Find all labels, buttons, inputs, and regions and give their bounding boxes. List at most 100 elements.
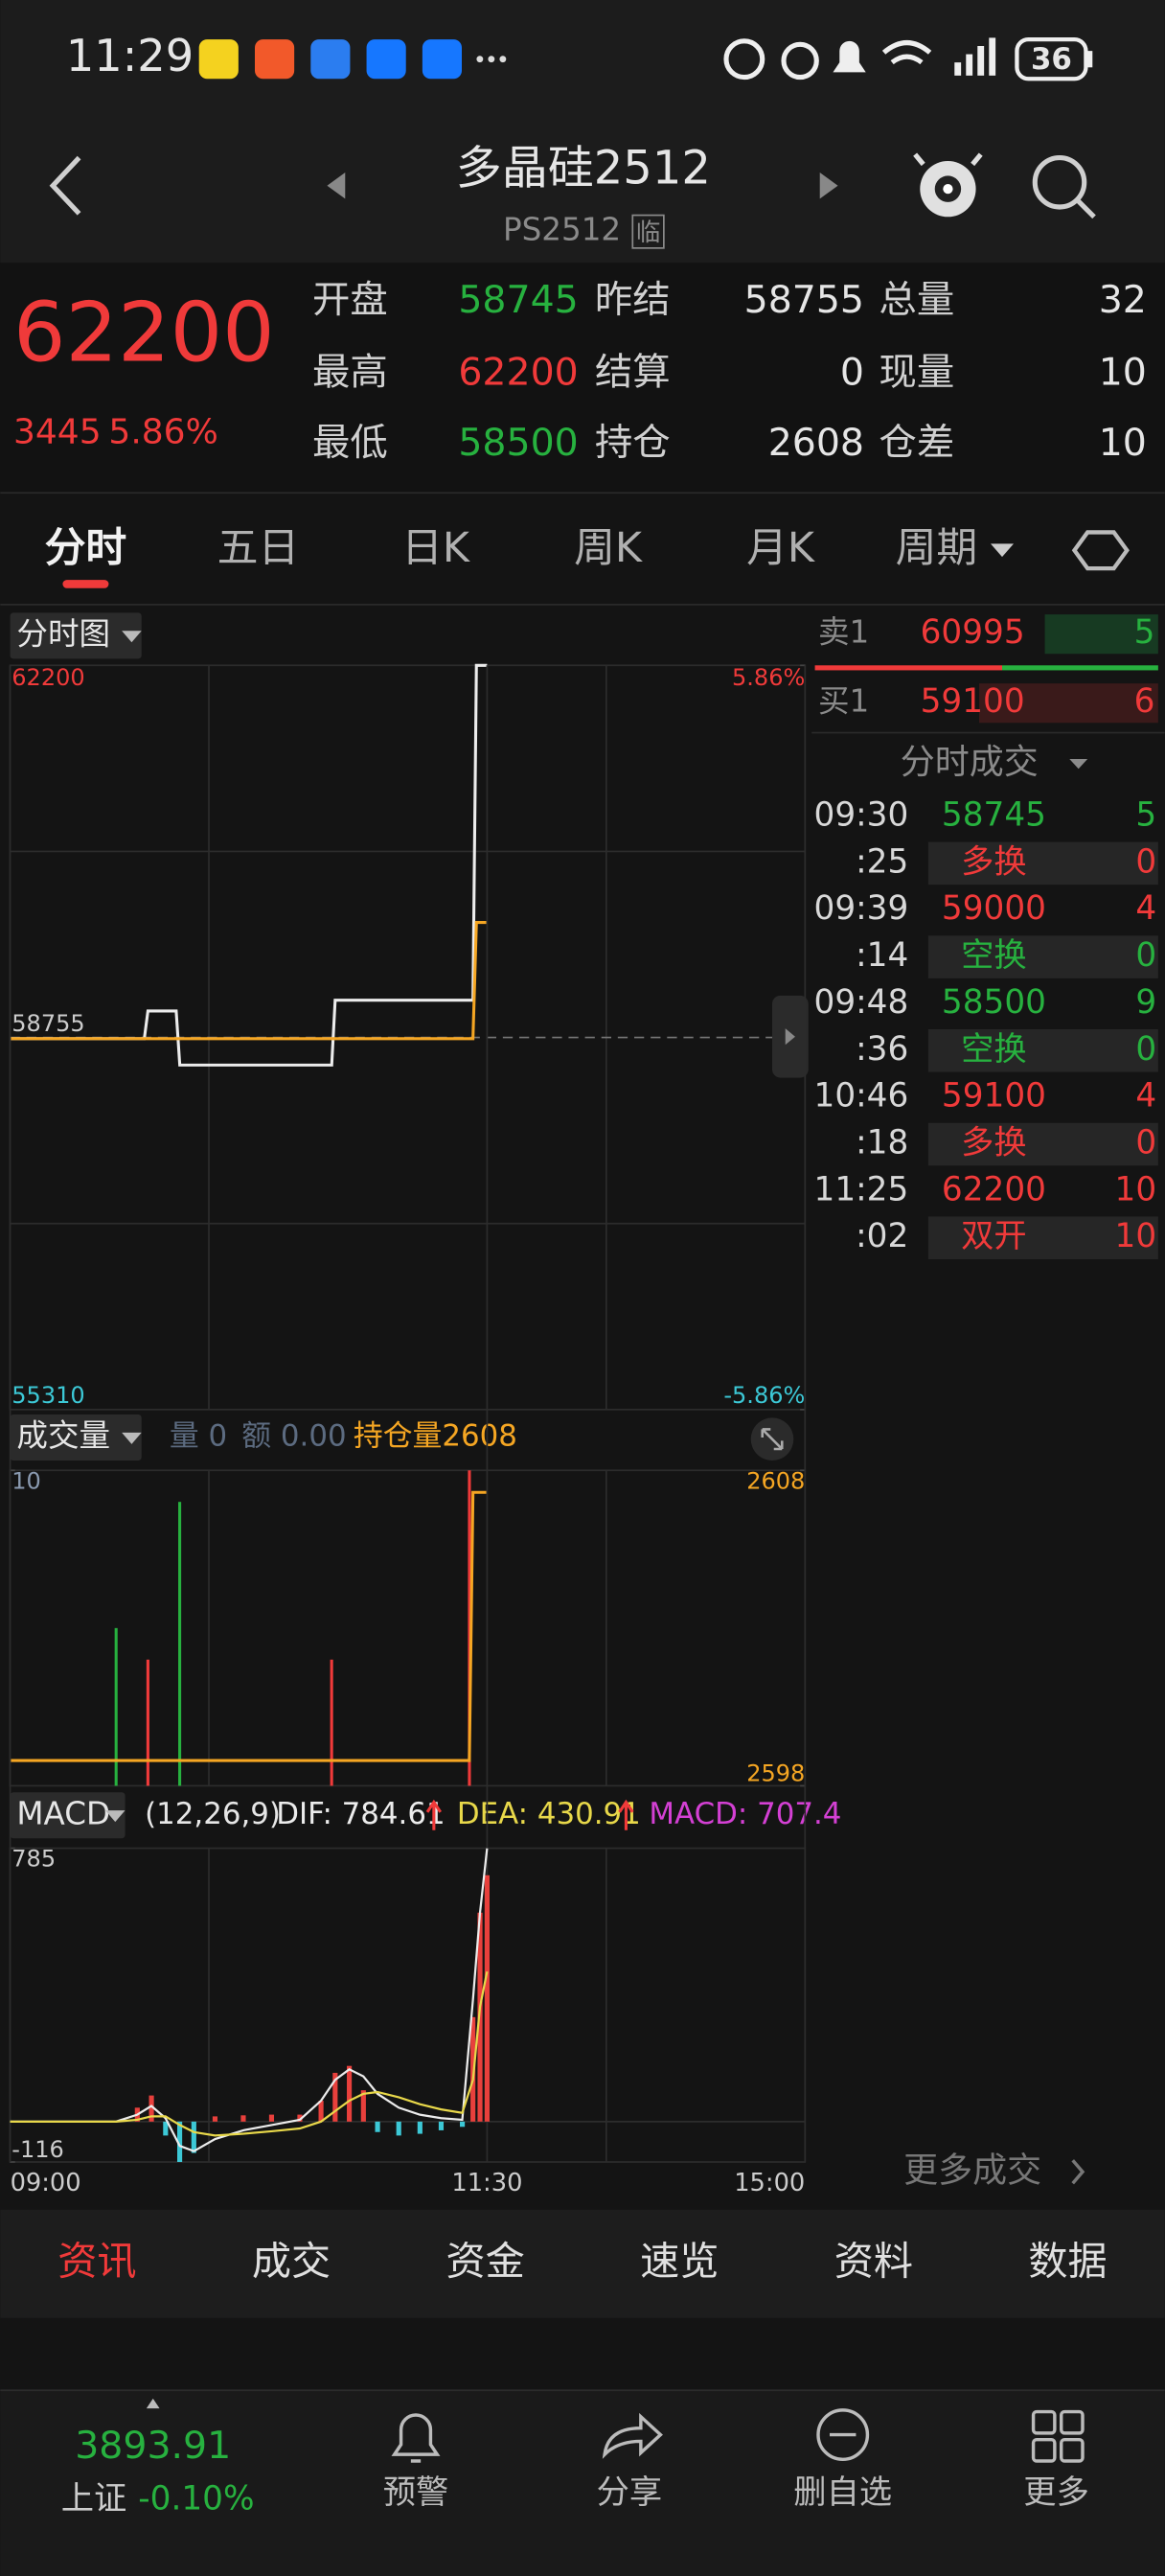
macd-bar bbox=[148, 2095, 154, 2122]
price-change-pct: 5.86% bbox=[108, 413, 217, 452]
nav-item[interactable]: 更多 bbox=[1023, 2473, 1089, 2512]
nav-item[interactable]: 预警 bbox=[383, 2473, 449, 2512]
more-icon-cell bbox=[1031, 2438, 1057, 2463]
macd-bar bbox=[375, 2121, 380, 2132]
ask-label: 卖1 bbox=[818, 614, 869, 651]
tab[interactable]: 日K bbox=[401, 524, 470, 572]
battery-level: 36 bbox=[1031, 42, 1072, 77]
prev-button[interactable] bbox=[327, 172, 346, 199]
info-tab[interactable]: 数据 bbox=[1028, 2238, 1107, 2284]
trade-time: 10:46 bbox=[814, 1077, 909, 1116]
trade-type: 多换 bbox=[961, 1124, 1027, 1162]
macd-bar bbox=[212, 2116, 218, 2122]
trade-volume: 10 bbox=[1115, 1170, 1157, 1208]
price-change: 3445 bbox=[13, 413, 102, 452]
badge-box bbox=[631, 214, 665, 249]
fullscreen-icon bbox=[761, 1428, 784, 1451]
status-icons bbox=[198, 37, 1093, 81]
y-tick-label: 10 bbox=[11, 1467, 41, 1494]
field-label: 最低 bbox=[312, 421, 388, 465]
tab[interactable]: 月K bbox=[746, 524, 815, 572]
dropdown-arrow bbox=[122, 1432, 142, 1444]
legend-item: 量 0 bbox=[170, 1419, 227, 1454]
trade-time: :25 bbox=[856, 842, 908, 881]
expand-arrow bbox=[785, 1028, 795, 1046]
dropdown-arrow bbox=[122, 631, 142, 643]
y2-tick-label: -5.86% bbox=[723, 1382, 805, 1409]
index-value[interactable]: 3893.91 bbox=[75, 2424, 231, 2468]
field-value: 58500 bbox=[458, 421, 578, 465]
back-button[interactable] bbox=[49, 155, 81, 216]
top-bar bbox=[0, 0, 1165, 264]
trade-time: 09:30 bbox=[814, 795, 909, 834]
macd-bar bbox=[240, 2115, 246, 2122]
share-icon bbox=[602, 2412, 663, 2459]
trade-volume: 10 bbox=[1115, 1217, 1157, 1255]
remove-icon bbox=[816, 2408, 870, 2461]
more-trades[interactable]: 更多成交 bbox=[903, 2150, 1041, 2190]
trade-price: 58500 bbox=[942, 983, 1046, 1022]
trade-volume: 0 bbox=[1135, 842, 1156, 881]
trade-volume: 0 bbox=[1135, 936, 1156, 975]
y2-tick-label: 2598 bbox=[746, 1760, 805, 1786]
macd-bar bbox=[318, 2101, 324, 2122]
tab[interactable]: 周期 bbox=[896, 524, 978, 572]
volume-bar bbox=[146, 1659, 149, 1786]
macd-bar bbox=[360, 2090, 366, 2122]
legend-item: DIF: 784.61 bbox=[276, 1797, 445, 1831]
info-tab[interactable]: 资料 bbox=[834, 2238, 913, 2284]
badge: 临 bbox=[636, 218, 661, 247]
volume-bar bbox=[178, 1502, 182, 1786]
macd-bar bbox=[177, 2121, 183, 2162]
trade-type-bg bbox=[927, 1029, 1158, 1072]
trades-title: 分时成交 bbox=[901, 743, 1039, 782]
ask-price: 60995 bbox=[921, 613, 1025, 652]
y-tick-label: 62200 bbox=[11, 664, 84, 691]
nav-item[interactable]: 删自选 bbox=[793, 2473, 892, 2512]
tab[interactable]: 分时 bbox=[45, 524, 127, 572]
sell-volume-bar bbox=[1044, 614, 1158, 655]
info-tab[interactable]: 速览 bbox=[640, 2238, 719, 2284]
trade-time: 09:39 bbox=[814, 889, 909, 928]
x-tick-label: 11:30 bbox=[451, 2169, 522, 2197]
volume-bar bbox=[114, 1627, 118, 1786]
info-tab[interactable]: 资金 bbox=[446, 2238, 525, 2284]
trade-volume: 5 bbox=[1135, 795, 1156, 834]
dropdown-arrow bbox=[991, 543, 1014, 558]
header-icons bbox=[49, 152, 1096, 219]
field-value: 58755 bbox=[744, 278, 864, 322]
legend-item: 额 0.00 bbox=[241, 1419, 346, 1454]
info-tab[interactable]: 资讯 bbox=[57, 2238, 136, 2284]
nav-item[interactable]: 分享 bbox=[597, 2473, 663, 2512]
tab[interactable]: 五日 bbox=[217, 524, 300, 572]
search-button[interactable] bbox=[1032, 155, 1096, 219]
bottom-tab-bar bbox=[0, 2209, 1165, 2318]
series-line bbox=[10, 663, 488, 1067]
quote-panel bbox=[0, 263, 1165, 494]
legend-item: DEA: 430.91 bbox=[457, 1797, 641, 1831]
macd-bar bbox=[484, 1874, 490, 2122]
info-tab[interactable]: 成交 bbox=[252, 2238, 331, 2284]
trade-type: 多换 bbox=[961, 842, 1027, 881]
panel-selector[interactable] bbox=[10, 612, 142, 659]
bid-price: 59100 bbox=[921, 682, 1025, 721]
trade-price: 59100 bbox=[942, 1077, 1046, 1116]
assistant-button[interactable] bbox=[913, 152, 983, 218]
settings-button[interactable] bbox=[1071, 530, 1130, 571]
tab[interactable]: 周K bbox=[574, 524, 643, 572]
macd-bar bbox=[191, 2121, 196, 2153]
panel-selector[interactable] bbox=[10, 1792, 126, 1839]
bid-ask-ratio-red bbox=[814, 665, 1002, 671]
trade-time: 11:25 bbox=[814, 1170, 909, 1208]
trade-volume: 0 bbox=[1135, 1124, 1156, 1162]
panel-selector[interactable] bbox=[10, 1414, 142, 1460]
trade-volume: 4 bbox=[1135, 1077, 1156, 1116]
series-line bbox=[10, 1971, 489, 2137]
macd-bar bbox=[332, 2072, 338, 2122]
x-tick-label: 15:00 bbox=[734, 2169, 805, 2197]
trade-volume: 9 bbox=[1135, 983, 1156, 1022]
series-line bbox=[10, 1848, 489, 2152]
macd-bar bbox=[417, 2121, 423, 2134]
next-button[interactable] bbox=[819, 172, 838, 199]
series-line bbox=[10, 1490, 488, 1762]
